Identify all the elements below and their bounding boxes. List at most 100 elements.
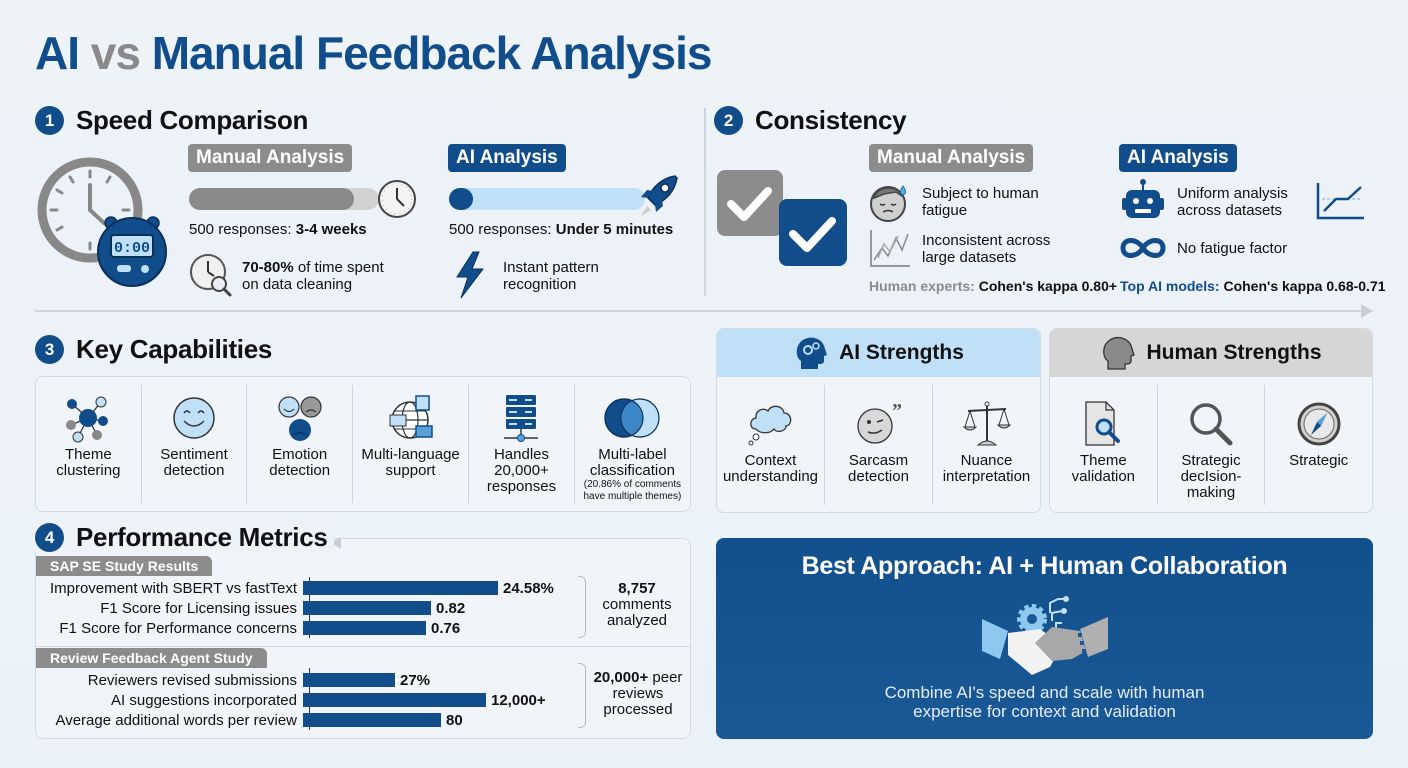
note-line2: on data cleaning [242,276,353,293]
review-agent-study: Review Feedback Agent Study [36,648,267,668]
compass-icon [1297,402,1341,446]
network-icon [66,396,109,443]
capabilities-heading: 3 Key Capabilities [35,334,272,365]
bar-row: F1 Score for Licensing issues 0.82 [35,598,554,618]
emotions-icon [278,396,322,441]
bar-label: F1 Score for Performance concerns [59,619,297,637]
value: 3-4 weeks [295,221,367,238]
capability-label: Handles 20,000+ responses [486,446,557,495]
page-title: AI vs Manual Feedback Analysis [35,26,712,80]
ai-item-uniform: Uniform analysis across datasets [1177,185,1288,219]
section-number: 3 [35,335,64,364]
sap-comments-count: 8,757 comments analyzed [594,581,680,629]
bar-value: 12,000+ [491,691,546,709]
bar-value: 0.76 [431,619,461,637]
infinity-icon [1119,236,1167,265]
clock-search-icon [188,252,234,303]
line2: fatigue [922,202,968,219]
small-clock-icon [377,179,417,224]
line-chart-icon [1316,181,1366,226]
side-bold: 8,757 [618,580,656,597]
sap-study: SAP SE Study Results [36,556,213,576]
bar-value: 0.82 [436,599,466,617]
capabilities-panel: Theme clustering Sentiment detection Emoti… [35,376,691,512]
document-search-icon [1085,401,1121,446]
capability-sentiment-detection: Sentiment detection [142,385,248,503]
ai-strengths-panel: AI Strengths Context understanding ” Sarc… [716,328,1041,513]
ai-responses: 500 responses: Under 5 minutes [449,221,673,238]
bar-value: 80 [446,711,463,729]
section-title: Consistency [755,105,907,135]
human-strengths-title: Human Strengths [1146,341,1322,364]
section-number: 4 [35,523,64,552]
note-line2: recognition [503,276,577,293]
ai-strengths-title: AI Strengths [839,341,964,364]
bar-label: F1 Score for Licensing issues [100,599,297,617]
side-line3: processed [603,701,673,718]
robot-icon [1120,178,1166,227]
review-bars: Reviewers revised submissions 27% AI sug… [35,670,546,730]
strength-label: Context understanding [722,452,819,485]
human-strength-theme-validation: Theme validation [1050,385,1158,505]
capability-label: Multi-language support [361,446,460,479]
bar-label: Improvement with SBERT vs fastText [49,579,297,597]
bar [303,693,486,707]
svg-text:0:00: 0:00 [114,240,150,257]
ai-strength-context: Context understanding [717,385,825,505]
bar [303,673,395,687]
capability-label: Theme clustering [56,446,121,479]
consistency-heading: 2 Consistency [714,105,907,136]
ai-analysis-tag: AI Analysis [1119,144,1237,172]
value: Under 5 minutes [555,221,674,238]
study-title: Review Feedback Agent Study [36,648,267,668]
broken-chart-icon [868,228,912,275]
svg-text:”: ” [892,400,902,422]
ai-strength-sarcasm: ” Sarcasm detection [825,385,933,505]
line1: No fatigue factor [1177,240,1288,257]
side-line2: reviews [612,685,664,702]
bar [303,713,441,727]
section-title: Performance Metrics [76,522,328,552]
ai-item-no-fatigue: No fatigue factor [1177,240,1287,257]
ai-strengths-header: AI Strengths [717,329,1040,377]
strength-label: Nuance interpretation [942,452,1031,485]
bar-row: F1 Score for Performance concerns 0.76 [35,618,554,638]
globe-language-icon [389,395,433,439]
kappa-value: Cohen's kappa 0.80+ [978,278,1118,294]
lightning-icon [453,250,487,305]
strength-label: Sarcasm detection [848,452,909,485]
section-title: Speed Comparison [76,105,309,135]
line2: across datasets [1177,202,1283,219]
bar-label: Reviewers revised submissions [87,671,297,689]
tired-face-icon [868,180,912,229]
study-divider [36,646,690,647]
line2: large datasets [922,249,1017,266]
label: 500 responses: [189,221,296,238]
ai-analysis-tag: AI Analysis [448,144,566,172]
line1: Inconsistent across [922,232,1051,249]
line2: expertise for context and validation [913,702,1176,721]
handshake-icon [980,589,1110,679]
best-approach-title: Best Approach: AI + Human Collaboration [801,552,1288,580]
rocket-icon [633,172,681,225]
line1: Uniform analysis [1177,185,1288,202]
capability-label: Sentiment detection [160,446,228,479]
ai-progress-fill [449,188,473,210]
ai-note: Instant pattern recognition [503,259,599,293]
kappa-label: Top AI models: [1120,278,1224,294]
strength-label: Strategic decIsion-making [1180,452,1242,501]
best-approach-description: Combine AI's speed and scale with human … [716,683,1373,721]
sap-bars: Improvement with SBERT vs fastText 24.58… [35,578,554,638]
server-icon [504,395,539,442]
human-strength-strategic: Strategic [1265,385,1372,505]
bar-row: AI suggestions incorporated 12,000+ [35,690,546,710]
capability-sublabel: (20.86% of comments have multiple themes) [583,479,682,502]
bar-value: 27% [400,671,431,689]
capability-label: Emotion detection [269,446,331,479]
human-strength-decision-making: Strategic decIsion-making [1158,385,1266,505]
manual-responses: 500 responses: 3-4 weeks [189,221,367,238]
manual-progress-fill [189,188,354,210]
section-number: 1 [35,106,64,135]
section-title: Key Capabilities [76,334,273,364]
best-approach-panel: Best Approach: AI + Human Collaboration … [716,538,1373,739]
